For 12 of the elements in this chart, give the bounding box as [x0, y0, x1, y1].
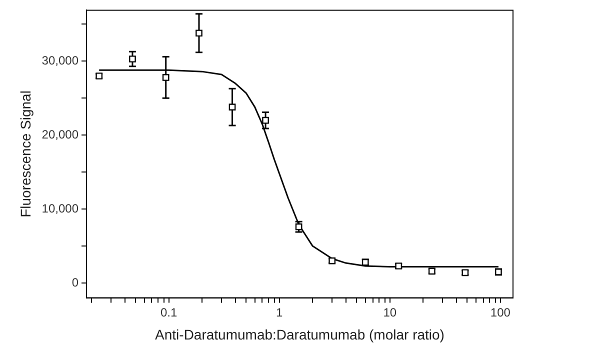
y-tick-label: 30,000 [42, 54, 79, 68]
point [162, 74, 170, 81]
x-tick-label: 10 [383, 305, 397, 320]
y-axis-title: Fluorescence Signal [17, 90, 34, 218]
y-tick-label: 10,000 [42, 201, 79, 216]
y-tick-label: 0 [72, 275, 79, 290]
x-tick-label: 0.1 [160, 305, 178, 320]
point [228, 104, 236, 110]
y-tick-label: 20,000 [42, 127, 79, 142]
x-tick-label: 100 [490, 305, 511, 320]
x-tick-label: 1 [276, 305, 284, 320]
x-axis-title: Anti-Daratumumab:Daratumumab (molar ratio) [155, 326, 444, 342]
